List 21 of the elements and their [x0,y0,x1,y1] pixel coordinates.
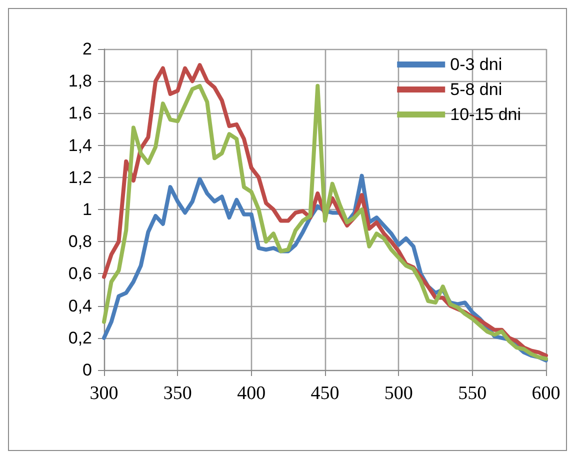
x-tick-label: 600 [532,383,560,404]
x-tick-label: 500 [384,383,413,404]
x-tick-label: 550 [458,383,487,404]
y-tick-label: 1,8 [68,72,92,91]
y-tick-label: 0,4 [68,296,92,316]
y-tick-label: 0 [82,360,92,380]
x-tick-label: 400 [237,383,266,404]
legend-label: 5-8 dni [450,80,502,99]
y-tick-label: 0,6 [68,264,92,284]
x-tick-label: 300 [90,383,118,404]
y-tick-label: 0,8 [68,232,92,252]
y-tick-label: 1,2 [68,168,92,187]
y-tick-label: 1,4 [68,136,92,155]
x-tick-label: 350 [163,383,192,404]
y-tick-label: 1,6 [68,104,92,123]
legend-label: 0-3 dni [450,55,502,74]
x-tick-label: 450 [310,383,340,404]
y-tick-label: 2 [82,40,92,58]
legend-label: 10-15 dni [450,105,521,124]
y-tick-label: 0,2 [68,328,92,348]
y-tick-label: 1 [82,200,92,219]
